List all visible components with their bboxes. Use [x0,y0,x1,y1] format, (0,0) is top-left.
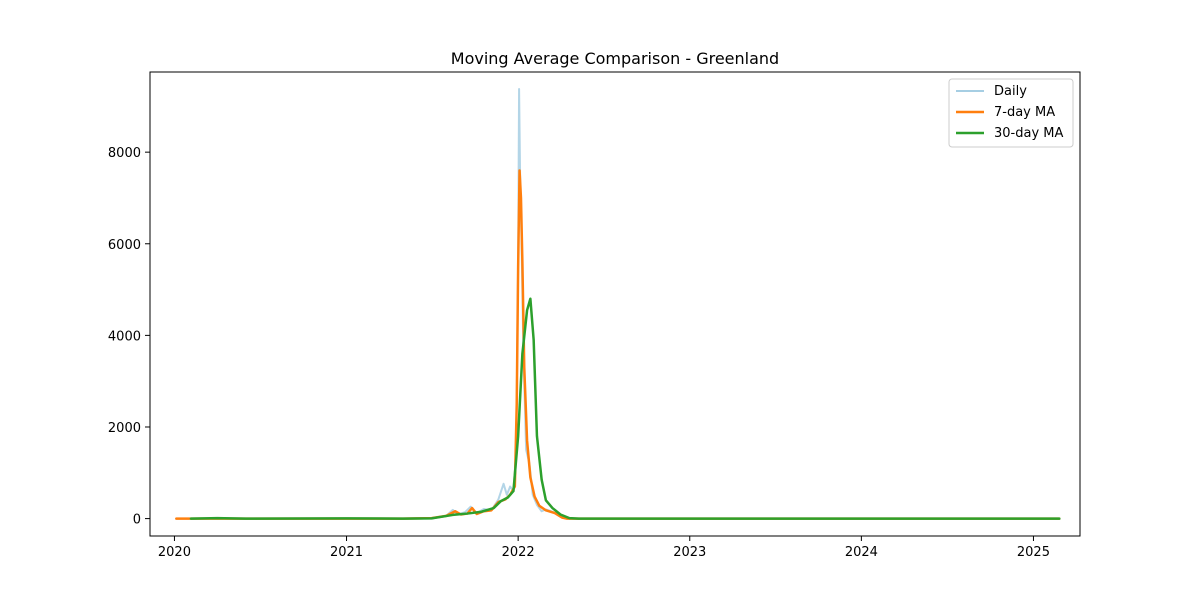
y-tick-label: 2000 [108,421,141,436]
series-line-7day [175,169,1061,520]
y-tick-label: 0 [133,513,141,528]
legend: Daily 7-day MA 30-day MA [948,78,1074,148]
plot-area [175,87,1061,520]
x-tick-label: 2022 [502,545,535,560]
y-axis: 0 2000 4000 6000 8000 [108,146,150,528]
x-tick-label: 2021 [330,545,363,560]
legend-box [948,78,1074,148]
legend-label-30day: 30-day MA [994,126,1063,141]
series-line-30day [189,297,1061,520]
legend-label-daily: Daily [994,84,1027,99]
x-tick-label: 2024 [845,545,878,560]
y-tick-label: 4000 [108,329,141,344]
plot-frame [149,71,1081,537]
x-axis: 2020 2021 2022 2023 2024 2025 [158,536,1050,560]
x-tick-label: 2025 [1017,545,1050,560]
series-layer [175,87,1061,520]
y-tick-label: 6000 [108,238,141,253]
x-tick-label: 2020 [158,545,191,560]
chart-title: Moving Average Comparison - Greenland [451,49,779,68]
y-tick-label: 8000 [108,146,141,161]
legend-label-7day: 7-day MA [994,105,1055,120]
x-tick-label: 2023 [673,545,706,560]
